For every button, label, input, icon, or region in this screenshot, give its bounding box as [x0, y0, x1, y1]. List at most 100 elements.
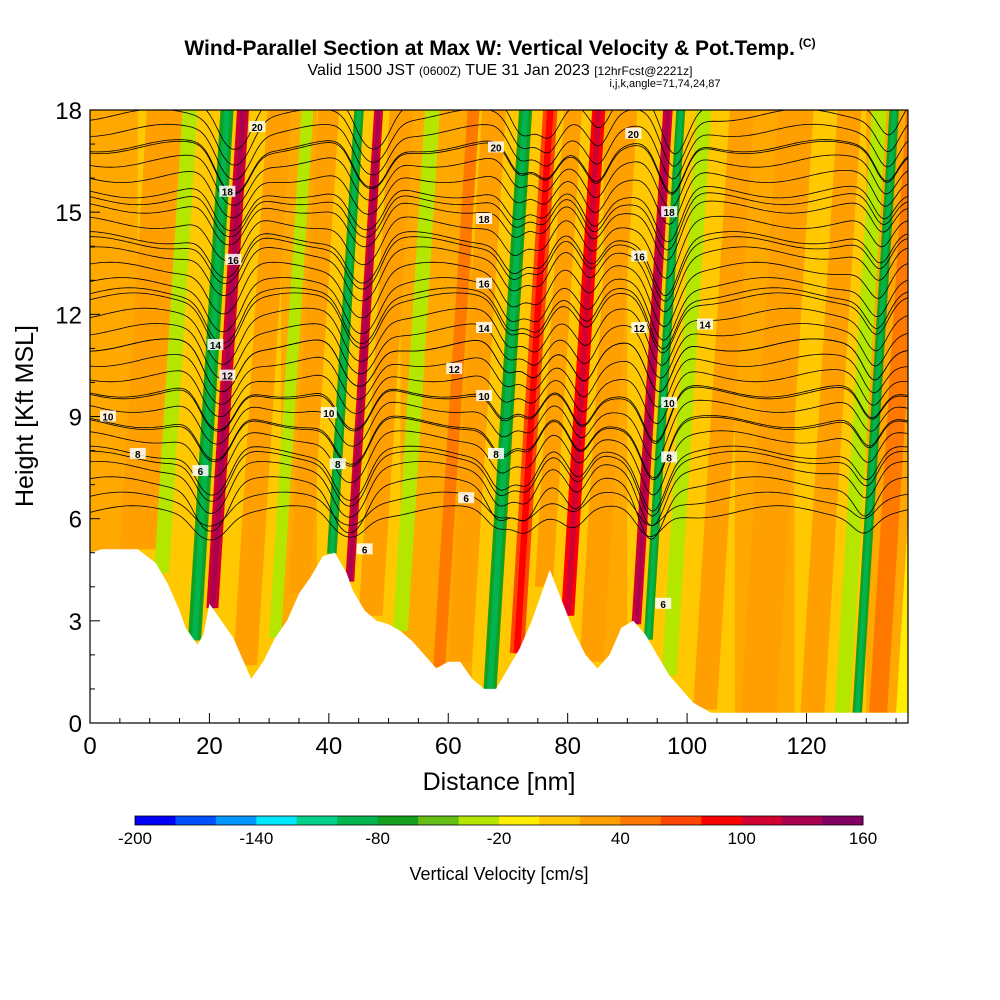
contour-label: 18	[476, 212, 493, 226]
y-tick-label: 3	[69, 609, 82, 636]
theta-contour	[90, 200, 908, 261]
theta-contour	[90, 110, 908, 167]
svg-text:20: 20	[628, 130, 640, 141]
contour-label: 20	[488, 141, 505, 154]
theta-contour	[90, 450, 908, 517]
velocity-core	[329, 110, 362, 554]
svg-text:12: 12	[634, 324, 646, 335]
colorbar-swatch	[499, 816, 540, 825]
colorbar-swatch	[377, 816, 419, 825]
velocity-band	[800, 110, 862, 713]
svg-text:8: 8	[666, 453, 672, 464]
contour-label: 6	[192, 464, 209, 478]
theta-contour	[90, 386, 908, 444]
colorbar-swatch	[175, 816, 217, 825]
x-tick-label: 80	[554, 733, 581, 760]
svg-text:10: 10	[323, 409, 335, 420]
velocity-band	[154, 110, 198, 574]
contour-label: 14	[207, 338, 224, 352]
theta-contour	[90, 476, 908, 540]
y-axis-label: Height [Kft MSL]	[11, 325, 39, 507]
svg-text:8: 8	[335, 460, 341, 471]
theta-contour	[90, 169, 908, 225]
velocity-band	[661, 110, 712, 676]
contour-label: 14	[696, 318, 713, 332]
colorbar-tick-label: -200	[118, 829, 152, 848]
svg-text:16: 16	[479, 280, 491, 291]
velocity-core	[855, 110, 897, 713]
contour-label: 10	[661, 396, 678, 410]
svg-text:18: 18	[664, 208, 676, 219]
contour-label: 10	[99, 410, 116, 424]
contour-label: 12	[446, 362, 463, 376]
svg-text:8: 8	[493, 450, 499, 461]
theta-contour	[90, 261, 908, 328]
theta-contour	[90, 353, 908, 408]
title-tag: (C)	[798, 36, 816, 50]
x-tick-label: 100	[667, 733, 707, 760]
y-tick-label: 12	[55, 302, 82, 329]
colorbar-swatch	[660, 816, 702, 825]
x-tick-label: 40	[315, 733, 342, 760]
contour-label: 6	[458, 492, 475, 505]
contour-label: 10	[320, 407, 337, 420]
svg-text:10: 10	[664, 399, 676, 410]
velocity-band	[269, 110, 314, 638]
theta-contour	[90, 236, 908, 302]
theta-contour	[90, 505, 908, 541]
colorbar-swatch	[782, 816, 824, 825]
colorbar-swatch	[822, 816, 864, 825]
theta-contour	[90, 154, 908, 209]
velocity-band	[740, 110, 814, 713]
contour-label: 12	[631, 321, 648, 335]
velocity-band	[393, 110, 440, 632]
terrain-mask	[90, 549, 908, 723]
y-tick-label: 6	[69, 507, 82, 534]
theta-contour	[90, 430, 908, 496]
contour-label: 16	[225, 253, 242, 267]
contour-label: 20	[249, 121, 266, 134]
velocity-band	[358, 110, 414, 616]
theta-contour	[90, 192, 908, 251]
colorbar: -200 -140 -80 -20 40 100 160	[118, 815, 877, 848]
svg-text:20: 20	[252, 123, 264, 134]
velocity-band	[579, 110, 638, 662]
colorbar-swatch	[579, 816, 621, 825]
theta-contour	[90, 292, 908, 354]
x-tick-label: 120	[786, 733, 826, 760]
colorbar-swatch	[296, 816, 338, 825]
colorbar-tick-label: -140	[239, 829, 273, 848]
contour-label: 16	[631, 250, 648, 263]
svg-text:14: 14	[210, 341, 222, 352]
theta-contour	[90, 445, 908, 512]
svg-text:6: 6	[198, 467, 204, 478]
x-tick-label: 0	[83, 733, 96, 760]
svg-text:12: 12	[449, 365, 461, 376]
velocity-band	[896, 518, 908, 713]
colorbar-swatch	[741, 816, 783, 825]
theta-contour	[90, 338, 908, 393]
chart-title: Wind-Parallel Section at Max W: Vertical…	[184, 36, 816, 60]
contour-label: 8	[488, 447, 505, 461]
theta-contour	[90, 399, 908, 461]
contour-label: 6	[655, 597, 672, 611]
colorbar-swatch	[337, 816, 379, 825]
svg-text:8: 8	[135, 450, 141, 461]
svg-text:6: 6	[463, 494, 469, 505]
velocity-band	[693, 110, 754, 710]
contour-label: 16	[476, 277, 493, 291]
theta-contour	[90, 369, 908, 425]
colorbar-swatch	[458, 816, 500, 825]
colorbar-tick-label: -80	[365, 829, 390, 848]
theta-contour	[90, 246, 908, 313]
theta-contour	[90, 185, 908, 243]
svg-text:10: 10	[102, 413, 114, 424]
contour-label: 6	[356, 543, 373, 556]
chart-subtitle: Valid 1500 JST (0600Z) TUE 31 Jan 2023 […	[307, 62, 693, 79]
contour-label: 8	[661, 451, 678, 464]
contour-label: 12	[219, 369, 236, 383]
colorbar-swatch	[539, 816, 581, 825]
velocity-band	[233, 110, 292, 666]
theta-contour	[90, 123, 908, 180]
